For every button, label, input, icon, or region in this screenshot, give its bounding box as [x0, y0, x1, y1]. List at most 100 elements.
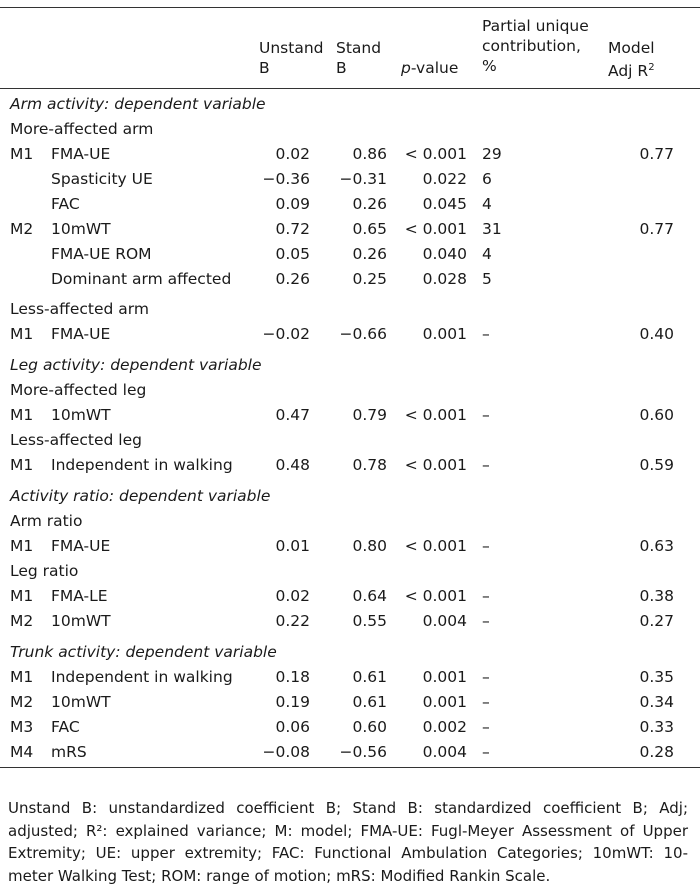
stand-b-cell: 0.25 [352, 270, 387, 288]
partial-cell: – [482, 587, 490, 605]
p-value-cell: 0.040 [422, 245, 467, 263]
unstand-b-cell: 0.48 [275, 456, 310, 474]
unstand-b-cell: 0.02 [275, 145, 310, 163]
variable-cell: 10mWT [51, 612, 111, 630]
bottom-rule [0, 767, 700, 768]
variable-cell: 10mWT [51, 693, 111, 711]
stand-b-cell: 0.61 [352, 693, 387, 711]
unstand-b-cell: 0.09 [275, 195, 310, 213]
partial-cell: 6 [482, 170, 492, 188]
stand-b-cell: 0.65 [352, 220, 387, 238]
adj-r2-cell: 0.77 [639, 145, 674, 163]
p-value-cell: 0.022 [422, 170, 467, 188]
variable-cell: Independent in walking [51, 668, 233, 686]
p-value-cell: < 0.001 [404, 145, 467, 163]
partial-cell: 5 [482, 270, 492, 288]
model-cell: M1 [10, 456, 34, 474]
section-heading: Trunk activity: dependent variable [10, 643, 277, 661]
partial-cell: – [482, 668, 490, 686]
variable-cell: FMA-UE [51, 325, 111, 343]
unstand-b-cell: 0.22 [275, 612, 310, 630]
stand-b-cell: 0.26 [352, 195, 387, 213]
unstand-b-cell: −0.36 [262, 170, 311, 188]
adj-r2-cell: 0.34 [639, 693, 674, 711]
stand-b-cell: 0.86 [352, 145, 387, 163]
adj-r2-cell: 0.35 [639, 668, 674, 686]
adj-r2-cell: 0.33 [639, 718, 674, 736]
adj-r2-cell: 0.59 [639, 456, 674, 474]
stand-b-cell: 0.78 [352, 456, 387, 474]
header-partial-contribution: Partial unique contribution,% [482, 17, 589, 75]
model-cell: M1 [10, 587, 34, 605]
stand-b-cell: 0.79 [352, 406, 387, 424]
adj-r2-cell: 0.38 [639, 587, 674, 605]
stand-b-cell: −0.31 [339, 170, 388, 188]
variable-cell: Independent in walking [51, 456, 233, 474]
unstand-b-cell: 0.47 [275, 406, 310, 424]
model-cell: M1 [10, 145, 34, 163]
variable-cell: FAC [51, 195, 80, 213]
partial-cell: – [482, 743, 490, 761]
partial-cell: – [482, 537, 490, 555]
stand-b-cell: 0.80 [352, 537, 387, 555]
p-value-cell: 0.045 [422, 195, 467, 213]
stand-b-cell: 0.60 [352, 718, 387, 736]
p-value-cell: 0.001 [422, 693, 467, 711]
p-value-cell: < 0.001 [404, 220, 467, 238]
group-heading: More-affected arm [10, 120, 154, 138]
group-heading: Less-affected leg [10, 431, 142, 449]
unstand-b-cell: 0.06 [275, 718, 310, 736]
unstand-b-cell: −0.08 [262, 743, 311, 761]
stand-b-cell: −0.66 [339, 325, 388, 343]
model-cell: M3 [10, 718, 34, 736]
adj-r2-cell: 0.60 [639, 406, 674, 424]
p-value-cell: 0.001 [422, 325, 467, 343]
stand-b-cell: 0.64 [352, 587, 387, 605]
group-heading: Arm ratio [10, 512, 83, 530]
stand-b-cell: 0.55 [352, 612, 387, 630]
partial-cell: – [482, 612, 490, 630]
model-cell: M2 [10, 612, 34, 630]
unstand-b-cell: −0.02 [262, 325, 311, 343]
unstand-b-cell: 0.01 [275, 537, 310, 555]
p-value-cell: 0.004 [422, 743, 467, 761]
model-cell: M1 [10, 668, 34, 686]
group-heading: Leg ratio [10, 562, 79, 580]
model-cell: M1 [10, 406, 34, 424]
partial-cell: 4 [482, 195, 492, 213]
model-cell: M2 [10, 220, 34, 238]
header-stand-b: Stand B [336, 39, 382, 77]
p-value-cell: < 0.001 [404, 537, 467, 555]
model-cell: M1 [10, 537, 34, 555]
variable-cell: Spasticity UE [51, 170, 153, 188]
p-value-cell: 0.028 [422, 270, 467, 288]
adj-r2-cell: 0.63 [639, 537, 674, 555]
unstand-b-cell: 0.72 [275, 220, 310, 238]
model-cell: M1 [10, 325, 34, 343]
p-value-cell: 0.002 [422, 718, 467, 736]
model-cell: M2 [10, 693, 34, 711]
header-p-value: p-value [401, 59, 459, 77]
variable-cell: FMA-UE [51, 145, 111, 163]
partial-cell: 29 [482, 145, 502, 163]
p-value-cell: < 0.001 [404, 587, 467, 605]
partial-cell: – [482, 456, 490, 474]
partial-cell: – [482, 693, 490, 711]
adj-r2-cell: 0.28 [639, 743, 674, 761]
p-value-cell: < 0.001 [404, 406, 467, 424]
variable-cell: 10mWT [51, 220, 111, 238]
section-heading: Arm activity: dependent variable [10, 95, 266, 113]
unstand-b-cell: 0.02 [275, 587, 310, 605]
p-value-cell: 0.001 [422, 668, 467, 686]
variable-cell: mRS [51, 743, 87, 761]
adj-r2-cell: 0.27 [639, 612, 674, 630]
top-rule [0, 7, 700, 8]
partial-cell: 31 [482, 220, 502, 238]
section-heading: Activity ratio: dependent variable [10, 487, 271, 505]
variable-cell: Dominant arm affected [51, 270, 232, 288]
unstand-b-cell: 0.05 [275, 245, 310, 263]
variable-cell: FMA-LE [51, 587, 108, 605]
variable-cell: FMA-UE [51, 537, 111, 555]
header-rule [0, 88, 700, 89]
